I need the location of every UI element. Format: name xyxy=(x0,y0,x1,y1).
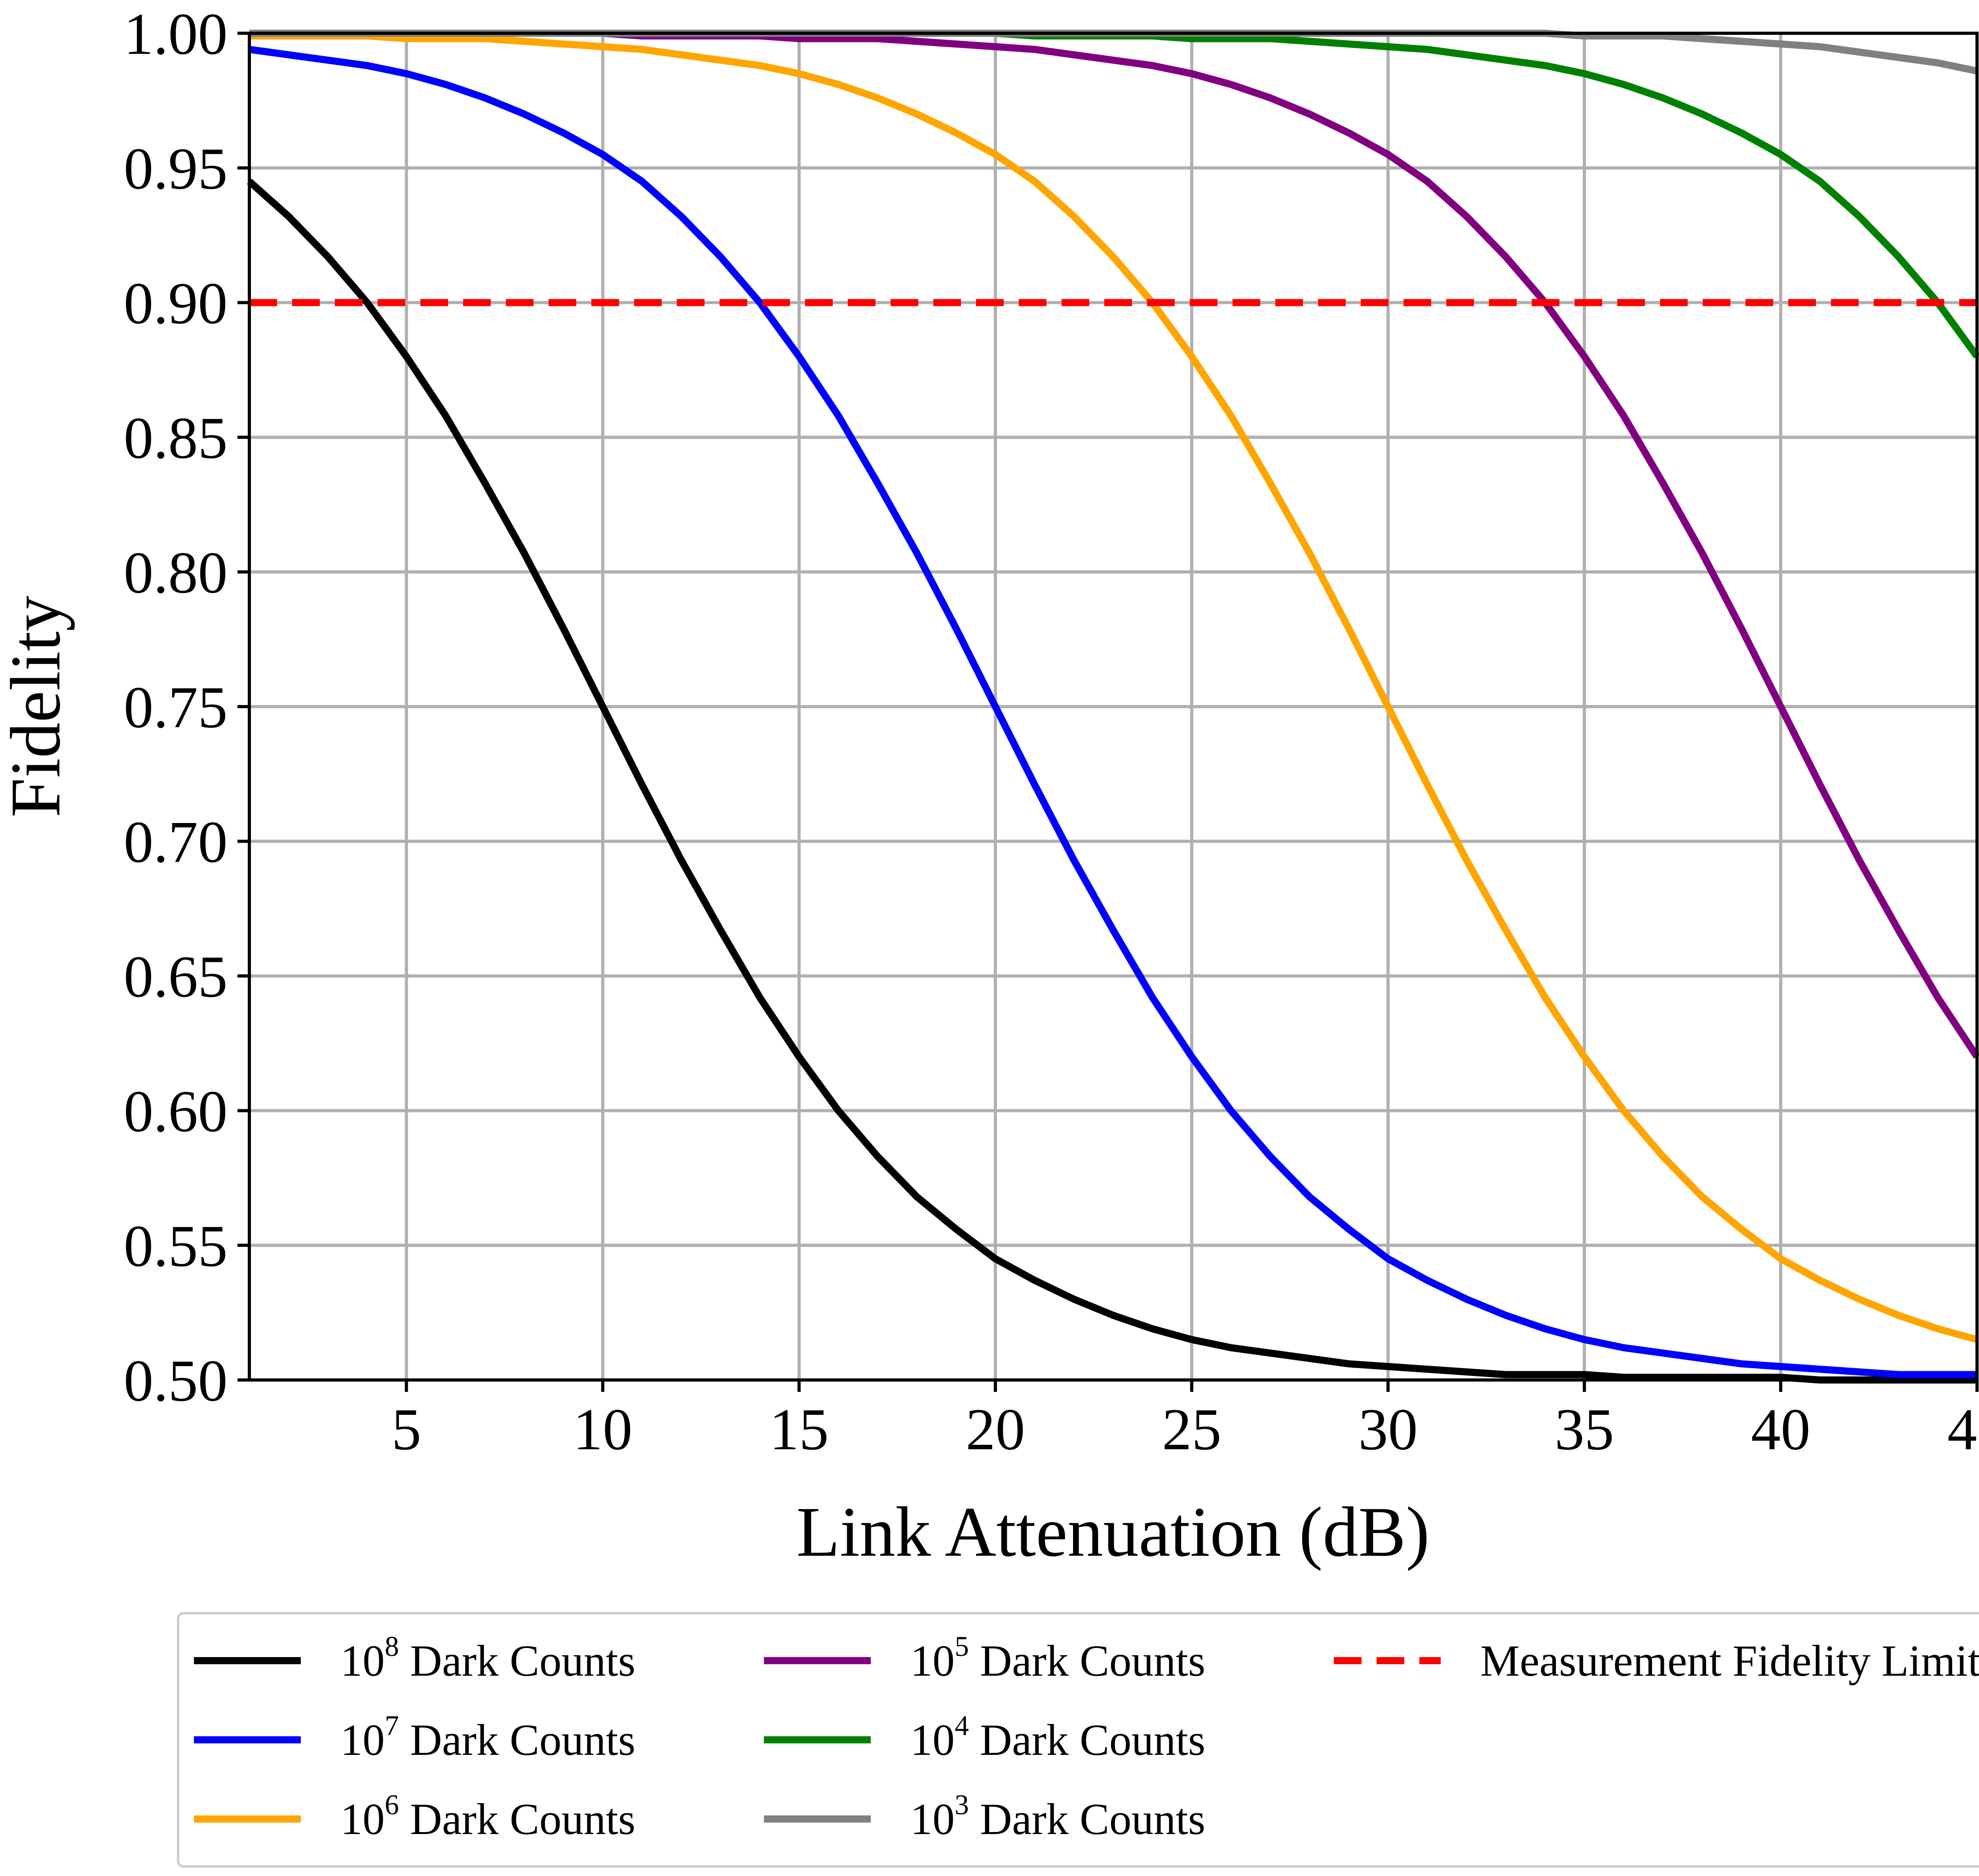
x-tick-label: 30 xyxy=(1358,1397,1418,1462)
x-tick-label: 10 xyxy=(573,1397,632,1462)
y-tick-label: 0.95 xyxy=(124,136,228,201)
legend-label-exponent: 8 xyxy=(385,1631,399,1662)
legend-label-base: 10 xyxy=(340,1716,385,1765)
legend-label: 107 Dark Counts xyxy=(340,1710,635,1765)
legend-label: 108 Dark Counts xyxy=(340,1631,635,1686)
legend-label: 103 Dark Counts xyxy=(910,1789,1205,1844)
x-tick-label: 40 xyxy=(1751,1397,1810,1462)
legend-label-rest: Dark Counts xyxy=(399,1637,635,1686)
series-line-0 xyxy=(247,179,1977,1384)
y-axis-label: Fidelity xyxy=(0,596,75,817)
legend-label-base: 10 xyxy=(910,1637,955,1686)
x-tick-label: 35 xyxy=(1555,1397,1614,1462)
legend-label-rest: Dark Counts xyxy=(969,1637,1205,1686)
legend-label-rest: Dark Counts xyxy=(969,1795,1205,1844)
y-tick-label: 0.55 xyxy=(124,1213,228,1279)
y-tick-label: 0.90 xyxy=(124,270,228,336)
x-tick-label: 20 xyxy=(966,1397,1025,1462)
y-tick-label: 0.85 xyxy=(124,405,228,471)
y-tick-label: 0.65 xyxy=(124,944,228,1009)
legend-label-exponent: 3 xyxy=(955,1789,969,1821)
x-tick-label: 15 xyxy=(769,1397,829,1462)
y-tick-label: 0.80 xyxy=(124,540,228,606)
x-tick-label: 25 xyxy=(1162,1397,1221,1462)
legend-label-exponent: 5 xyxy=(955,1631,969,1662)
x-tick-label: 45 xyxy=(1947,1397,1979,1462)
legend-entry-5: 103 Dark Counts xyxy=(764,1789,1205,1844)
legend-label: 104 Dark Counts xyxy=(910,1710,1205,1765)
axis-ticks: 5 10 15 20 25 30 35 40 45 0.50 0.55 0.60 0.65 0.70 0.7… xyxy=(124,1,1979,1462)
legend-label-exponent: 7 xyxy=(385,1710,399,1741)
legend-entry-1: 107 Dark Counts xyxy=(194,1710,635,1765)
y-tick-label: 1.00 xyxy=(124,1,228,67)
legend-entry-3: 105 Dark Counts xyxy=(764,1631,1205,1686)
y-tick-label: 0.75 xyxy=(124,675,228,740)
legend-label: 106 Dark Counts xyxy=(340,1789,635,1844)
legend-entry-6: Measurement Fidelity Limit xyxy=(1334,1637,1979,1686)
y-tick-label: 0.60 xyxy=(124,1079,228,1144)
y-tick-label: 0.70 xyxy=(124,809,228,875)
legend-label-rest: Dark Counts xyxy=(399,1795,635,1844)
legend-label-base: 10 xyxy=(910,1795,955,1844)
legend-label-rest: Dark Counts xyxy=(969,1716,1205,1765)
x-axis-label: Link Attenuation (dB) xyxy=(796,1492,1430,1571)
legend-label-base: 10 xyxy=(340,1795,385,1844)
legend-label-base: 10 xyxy=(340,1637,385,1686)
y-tick-label: 0.50 xyxy=(124,1348,228,1414)
series-line-1 xyxy=(249,46,1977,1378)
legend-entry-4: 104 Dark Counts xyxy=(764,1710,1205,1765)
legend-box xyxy=(177,1612,1979,1868)
legend-entry-2: 106 Dark Counts xyxy=(194,1789,635,1844)
legend-entry-0: 108 Dark Counts xyxy=(194,1631,635,1686)
legend-label-exponent: 6 xyxy=(385,1789,399,1821)
legend-label: Measurement Fidelity Limit xyxy=(1480,1637,1979,1686)
legend-label-rest: Dark Counts xyxy=(399,1716,635,1765)
legend-label: 105 Dark Counts xyxy=(910,1631,1205,1686)
series-line-2 xyxy=(249,32,1978,1343)
legend-label-base: 10 xyxy=(910,1716,955,1765)
x-tick-label: 5 xyxy=(391,1397,421,1462)
legend-label-exponent: 4 xyxy=(955,1710,969,1741)
